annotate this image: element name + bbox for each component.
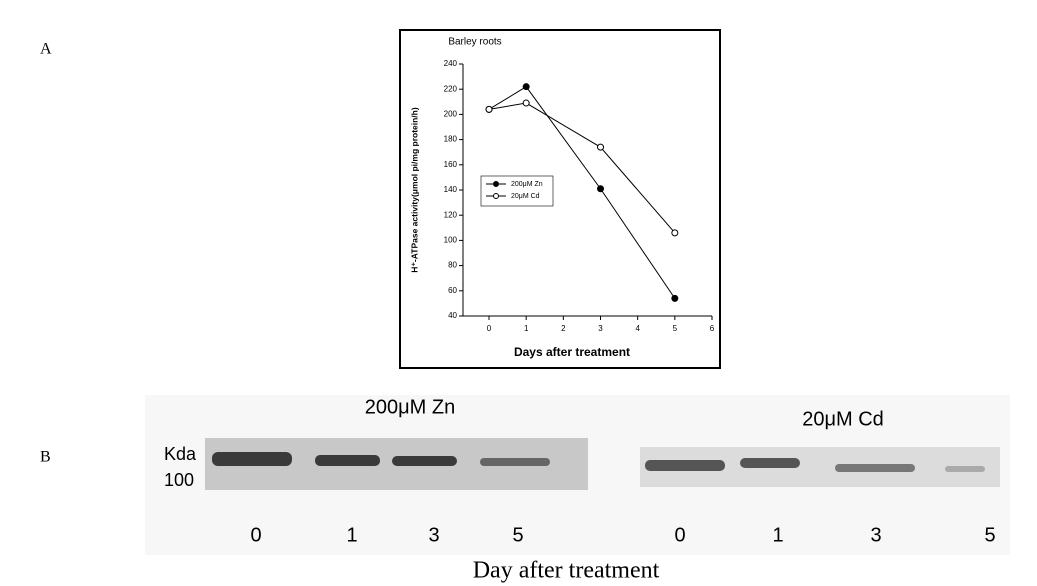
legend-marker: [493, 181, 499, 187]
y-tick-label: 120: [444, 210, 458, 219]
series-line: [488, 86, 676, 299]
legend-box: [480, 175, 554, 207]
y-tick-label: 140: [444, 185, 458, 194]
lane-label: 1: [346, 524, 357, 546]
y-tick-label: 160: [444, 160, 458, 169]
lane-label: 3: [870, 524, 881, 546]
y-tick-label: 220: [444, 84, 458, 93]
y-tick-label: 100: [444, 236, 458, 245]
x-tick-label: 0: [487, 324, 492, 333]
y-tick-label: 40: [448, 311, 457, 320]
y-tick-label: 180: [444, 135, 458, 144]
x-axis-label: Days after treatment: [514, 345, 630, 359]
legend-label: 20μM Cd: [511, 193, 540, 200]
blot-labels: 200μM Zn 0 1 3 5 20μM Cd 0 1 3 5: [250, 396, 995, 546]
x-tick-label: 3: [598, 324, 603, 333]
lane-label: 3: [428, 524, 439, 546]
series-line: [488, 102, 676, 234]
lane-label: 0: [250, 524, 261, 546]
unit-label: Kda: [164, 444, 197, 464]
y-tick-label: 60: [448, 286, 457, 295]
x-tick-label: 4: [635, 324, 640, 333]
marker-label: 100: [164, 470, 194, 490]
data-point: [522, 99, 530, 107]
bands: [212, 452, 985, 472]
data-point: [485, 105, 493, 113]
data-point: [597, 143, 605, 151]
panel-label: B: [40, 449, 51, 466]
x-tick-label: 6: [710, 324, 715, 333]
lane-label: 1: [772, 524, 783, 546]
panel-label: A: [40, 41, 52, 58]
x-tick-label: 5: [673, 324, 678, 333]
y-tick-label: 240: [444, 59, 458, 68]
y-axis-label: H⁺-ATPase activity(μmol pi/mg protein/h): [409, 107, 419, 273]
group-label: 200μM Zn: [365, 396, 455, 418]
legend-label: 200μM Zn: [511, 181, 543, 188]
plot: 40 60 80 100 120 140 160 180 200 220 240 0 1 2 3 4 5 6 200…: [444, 59, 715, 333]
lane-label: 5: [512, 524, 523, 546]
data-point: [671, 229, 679, 237]
data-point: [522, 83, 530, 91]
lane-label: 5: [984, 524, 995, 546]
x-tick-label: 2: [561, 324, 566, 333]
y-tick-label: 80: [448, 261, 457, 270]
chart-title: Barley roots: [448, 37, 501, 48]
data-point: [671, 294, 679, 302]
x-tick-label: 1: [524, 324, 529, 333]
lane-label: 0: [674, 524, 685, 546]
group-label: 20μM Cd: [802, 408, 884, 430]
data-point: [597, 185, 605, 193]
y-tick-label: 200: [444, 110, 458, 119]
legend-marker: [493, 193, 499, 199]
x-axis-label: Day after treatment: [473, 558, 660, 584]
chart-frame: [399, 29, 721, 369]
